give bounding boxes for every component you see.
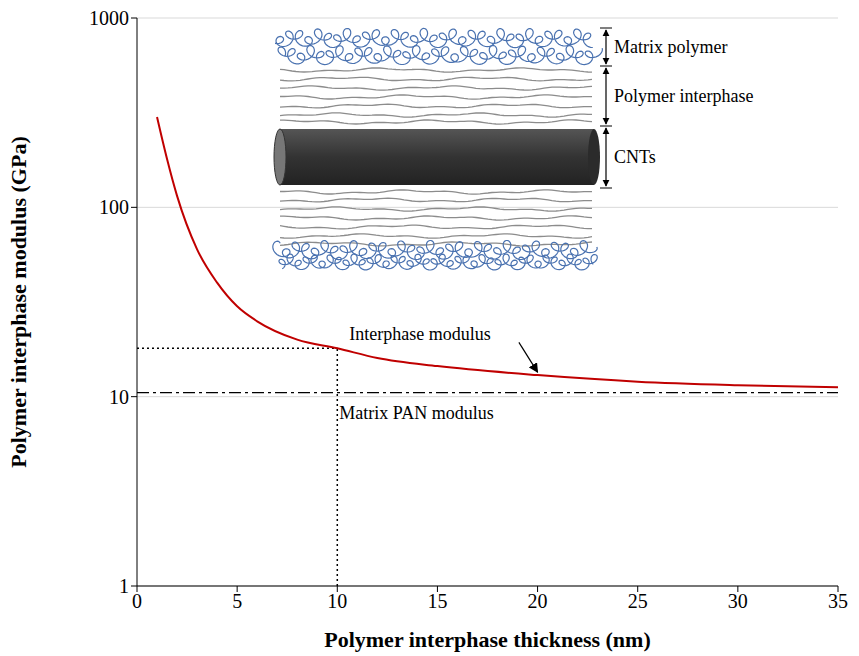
svg-text:Matrix polymer: Matrix polymer (614, 37, 727, 57)
svg-text:Matrix PAN modulus: Matrix PAN modulus (339, 403, 493, 423)
svg-text:Polymer interphase thickness (: Polymer interphase thickness (nm) (324, 627, 651, 652)
svg-text:Polymer interphase modulus (GP: Polymer interphase modulus (GPa) (6, 136, 31, 467)
svg-text:15: 15 (427, 590, 447, 612)
svg-text:Interphase modulus: Interphase modulus (349, 324, 490, 344)
svg-text:20: 20 (528, 590, 548, 612)
svg-text:1: 1 (119, 575, 129, 597)
svg-text:1000: 1000 (89, 7, 129, 29)
svg-text:100: 100 (99, 196, 129, 218)
svg-text:Polymer interphase: Polymer interphase (614, 86, 753, 106)
svg-text:CNTs: CNTs (614, 147, 656, 167)
svg-text:0: 0 (132, 590, 142, 612)
svg-text:5: 5 (232, 590, 242, 612)
svg-text:30: 30 (728, 590, 748, 612)
svg-text:25: 25 (628, 590, 648, 612)
svg-text:10: 10 (109, 386, 129, 408)
svg-text:35: 35 (828, 590, 848, 612)
svg-text:10: 10 (327, 590, 347, 612)
